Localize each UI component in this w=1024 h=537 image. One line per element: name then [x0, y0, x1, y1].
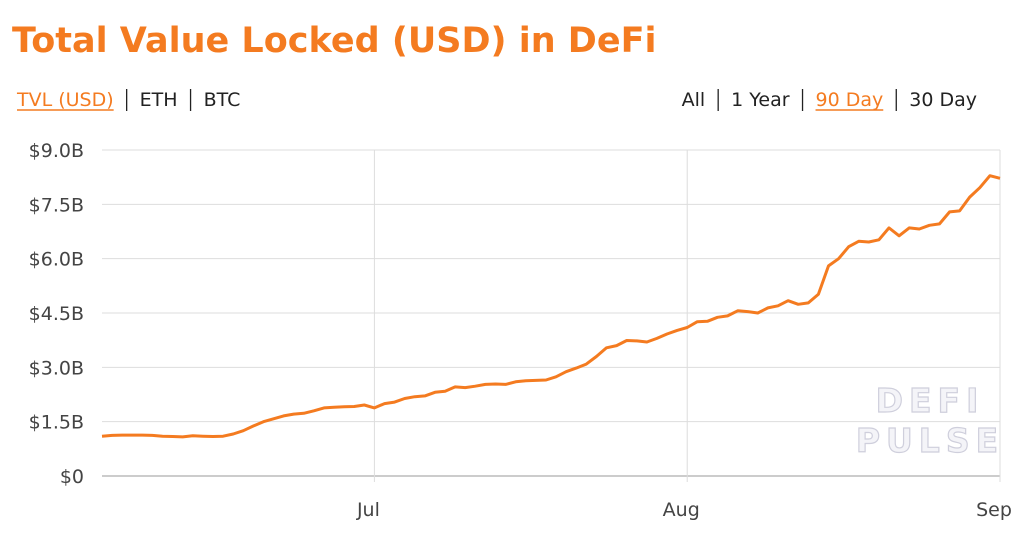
tab[interactable]: TVL (USD) [16, 89, 114, 111]
tab[interactable]: ETH [140, 89, 178, 111]
x-tick-label: Aug [663, 499, 700, 521]
x-tick-label: Sep [976, 499, 1012, 521]
watermark: DEFI [876, 381, 985, 420]
tab[interactable]: All [682, 89, 706, 111]
chart-title: Total Value Locked (USD) in DeFi [12, 21, 657, 61]
line-series [101, 174, 1001, 439]
y-tick-label: $4.5B [29, 303, 84, 325]
y-tick-label: $9.0B [29, 140, 84, 162]
watermark: PULSE [856, 421, 1004, 460]
y-tick-label: $0 [60, 466, 84, 488]
tab[interactable]: 90 Day [816, 89, 884, 111]
y-tick-label: $3.0B [29, 357, 84, 379]
y-tick-label: $1.5B [29, 412, 84, 434]
x-tick-label: Jul [356, 499, 380, 521]
y-tick-label: $7.5B [29, 194, 84, 216]
tab[interactable]: 1 Year [731, 89, 790, 111]
tab[interactable]: 30 Day [909, 89, 977, 111]
y-tick-label: $6.0B [29, 249, 84, 271]
tab[interactable]: BTC [204, 89, 241, 111]
